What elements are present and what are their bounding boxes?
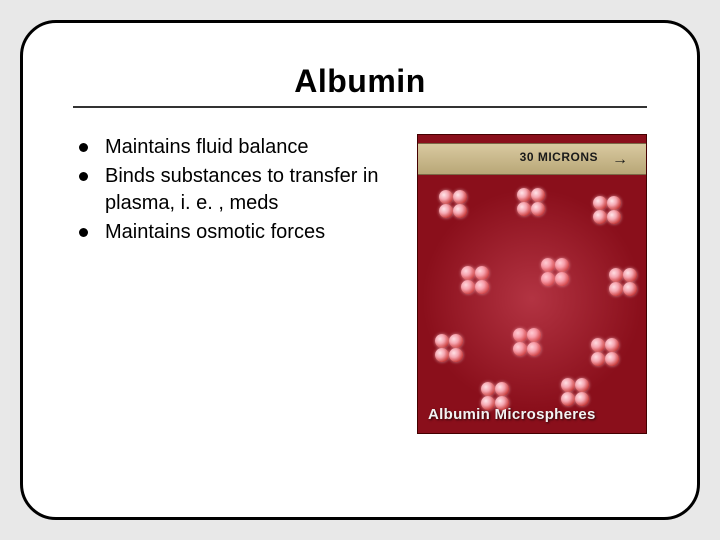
microsphere-cluster <box>436 187 470 221</box>
microsphere-cluster <box>558 375 592 409</box>
bullet-item: Maintains fluid balance <box>79 134 397 161</box>
ruler-label: 30 MICRONS <box>520 150 598 164</box>
ruler-bar: 30 MICRONS → <box>418 143 646 175</box>
microsphere-cluster <box>514 185 548 219</box>
bullet-list: Maintains fluid balance Binds substances… <box>73 134 397 248</box>
bullet-item: Maintains osmotic forces <box>79 219 397 246</box>
figure-microspheres: 30 MICRONS → Albumin Microspheres <box>417 134 647 434</box>
title-underline <box>73 106 647 108</box>
microsphere-cluster <box>590 193 624 227</box>
microsphere-cluster <box>538 255 572 289</box>
microsphere-cluster <box>458 263 492 297</box>
microsphere-cluster <box>478 379 512 413</box>
bullet-item: Binds substances to transfer in plasma, … <box>79 163 397 217</box>
microsphere-cluster <box>588 335 622 369</box>
microsphere-cluster <box>510 325 544 359</box>
slide-frame: Albumin Maintains fluid balance Binds su… <box>20 20 700 520</box>
arrow-icon: → <box>612 151 628 169</box>
title-wrap: Albumin <box>73 63 647 100</box>
content-row: Maintains fluid balance Binds substances… <box>73 134 647 434</box>
microsphere-cluster <box>432 331 466 365</box>
slide-title: Albumin <box>73 63 647 100</box>
microsphere-cluster <box>606 265 640 299</box>
